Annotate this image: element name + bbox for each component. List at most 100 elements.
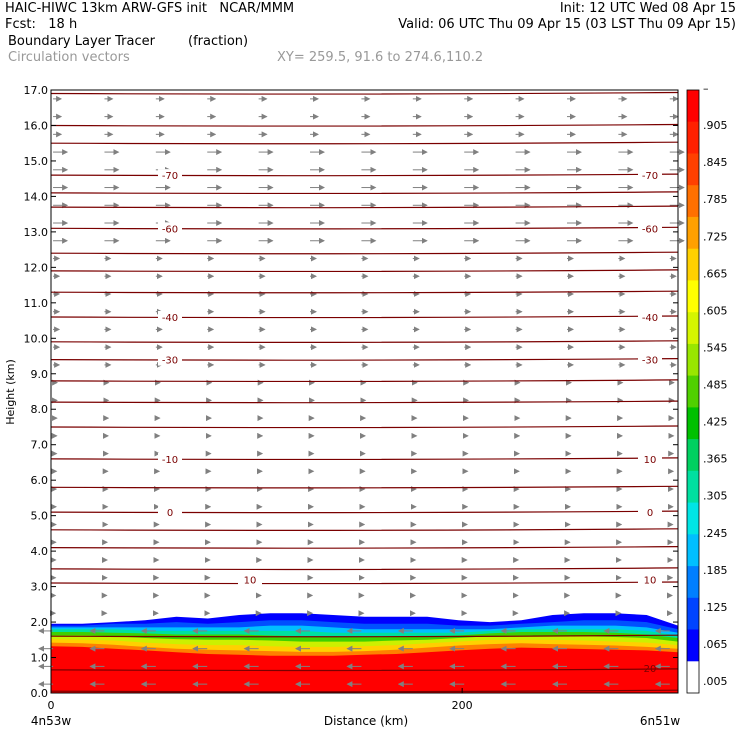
y-tick-label: 1.0: [31, 652, 49, 665]
colorbar-swatch: [687, 439, 699, 472]
contour-label: 10: [644, 575, 657, 586]
contour-label-bg: [158, 222, 182, 235]
theta-contour: [50, 251, 679, 255]
contour-label-bg: [638, 573, 662, 586]
theta-contour: [50, 173, 679, 177]
colorbar-swatch: [687, 470, 699, 504]
contour-label-bg: [638, 169, 662, 182]
colorbar-swatch: [687, 502, 699, 535]
model-title: HAIC-HIWC 13km ARW-GFS init NCAR/MMM: [5, 1, 295, 16]
theta-contour: [50, 668, 679, 672]
y-tick-label: 17.0: [24, 84, 49, 97]
colorbar-label: .065: [703, 638, 728, 651]
theta-contour: [50, 269, 679, 273]
y-tick-label: 14.0: [24, 190, 49, 203]
plot-frame: [50, 89, 679, 694]
circulation-vectors: [38, 95, 685, 688]
colorbar-label: .365: [703, 453, 728, 466]
contour-label-bg: [238, 573, 262, 586]
colorbar-swatch: [687, 90, 699, 123]
colorbar-swatch: [687, 153, 699, 186]
contour-label-bg: [638, 311, 662, 324]
colorbar-label: .305: [703, 490, 728, 503]
y-tick-label: 0.0: [31, 687, 49, 700]
contour-label: -60: [162, 224, 178, 235]
right-endpoint-label: 6n51w: [640, 714, 681, 728]
contour-label: -40: [162, 313, 178, 324]
colorbar-label: .245: [703, 527, 728, 540]
contour-label-bg: [638, 353, 662, 366]
colorbar-frame: [686, 89, 700, 694]
colorbar-swatch: [687, 629, 699, 662]
contour-label: -10: [162, 455, 178, 466]
colorbar-label: .125: [703, 601, 728, 614]
y-axis: 0.0 1.0 2.0 3.0 4.0 5.0 6.0 7.0 8.0 9.0 10.0 11.0 12…: [24, 84, 678, 700]
colorbar-swatch: [687, 185, 699, 218]
y-tick-label: 7.0: [31, 439, 49, 452]
contour-label: -30: [642, 356, 658, 367]
colorbar-label: .665: [703, 267, 728, 280]
colorbar-label: .605: [703, 304, 728, 317]
colorbar-label: .185: [703, 564, 728, 577]
contour-label-bg: [638, 506, 662, 519]
contour-label: -70: [642, 171, 658, 182]
colorbar-swatch: [687, 566, 699, 599]
vector-field-name: Circulation vectors: [8, 50, 130, 65]
x-tick-label: 0: [48, 699, 55, 712]
theta-contour: [50, 581, 679, 585]
y-tick-label: 10.0: [24, 332, 49, 345]
contour-label-bg: [158, 311, 182, 324]
y-tick-label: 11.0: [24, 297, 49, 310]
theta-contour: [50, 358, 679, 361]
contour-label-bg: [158, 169, 182, 182]
colorbar-swatch: [687, 343, 699, 377]
y-tick-label: 13.0: [24, 226, 49, 239]
colorbar-label: .905: [703, 119, 728, 132]
theta-contour: [50, 528, 679, 531]
contour-label: 20: [644, 664, 657, 675]
theta-contour: [50, 340, 679, 343]
contour-label: -60: [642, 224, 658, 235]
contour-label: -40: [642, 313, 658, 324]
colorbar-swatch: [687, 248, 699, 281]
contour-label: -30: [162, 356, 178, 367]
tracer-band-8: [51, 646, 678, 693]
y-tick-label: 16.0: [24, 119, 49, 132]
x-tick-label: 200: [452, 699, 473, 712]
colorbar-label: –: [703, 82, 709, 95]
theta-contour: [50, 141, 679, 145]
y-tick-label: 9.0: [31, 368, 49, 381]
theta-contour: [50, 379, 679, 383]
y-tick-label: 15.0: [24, 155, 49, 168]
colorbar-label: .725: [703, 230, 728, 243]
contour-label-bg: [158, 506, 182, 519]
theta-contour: [50, 634, 679, 638]
theta-contour: [50, 315, 679, 319]
theta-contour: [50, 400, 679, 404]
left-endpoint-label: 4n53w: [31, 714, 72, 728]
y-tick-label: 12.0: [24, 261, 49, 274]
theta-contours: 20 10 10 0 0 -10 10 -30 -30 -40 -40 -60 -60 -70 -70: [50, 91, 679, 693]
colorbar-swatch: [687, 534, 699, 567]
contour-label-bg: [158, 452, 182, 465]
colorbar-label: .005: [703, 675, 728, 688]
x-axis-label: Distance (km): [324, 714, 408, 728]
theta-contour: [50, 290, 679, 294]
theta-contour: [50, 567, 679, 571]
colorbar-swatch: [687, 312, 699, 345]
theta-contour: [50, 485, 679, 489]
contour-label: 0: [647, 508, 653, 519]
y-tick-label: 5.0: [31, 510, 49, 523]
x-axis: 0 200: [48, 688, 473, 712]
theta-contour: [50, 425, 679, 429]
colorbar: .005 .065 .125 .185 .245 .305 .365 .425 .485 .545…: [686, 82, 728, 694]
colorbar-swatch: [687, 280, 699, 313]
theta-contour: [50, 205, 679, 209]
colorbar-swatch: [687, 216, 699, 250]
colorbar-swatch: [687, 661, 699, 694]
theta-contour: [50, 226, 679, 230]
valid-time: Valid: 06 UTC Thu 09 Apr 15 (03 LST Thu …: [398, 17, 736, 32]
colorbar-label: .485: [703, 379, 728, 392]
theta-contour: [50, 689, 679, 693]
